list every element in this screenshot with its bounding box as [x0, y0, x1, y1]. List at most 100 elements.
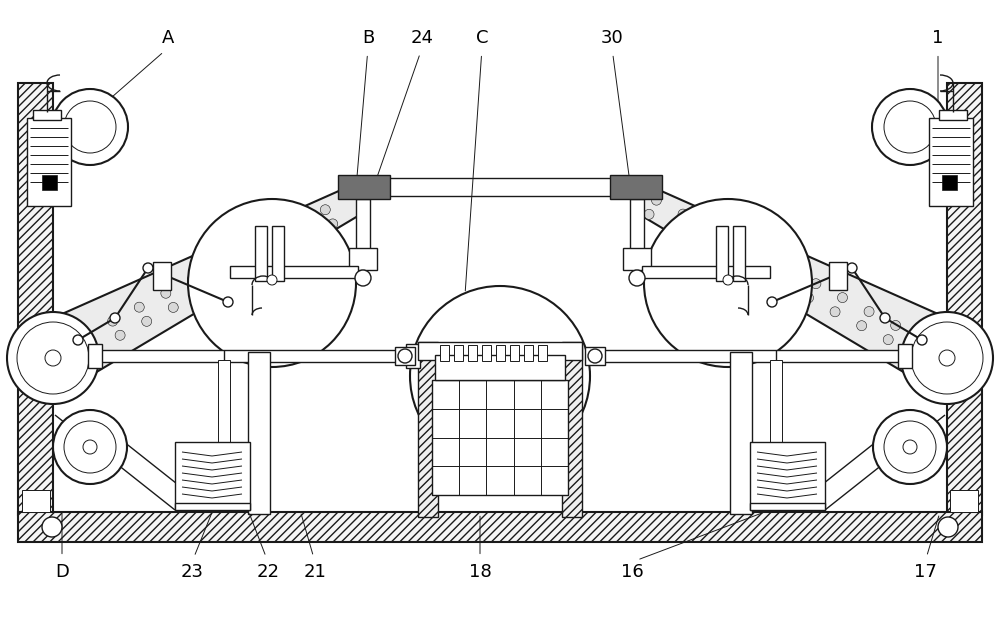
Circle shape [750, 265, 760, 275]
Bar [175, 442, 250, 510]
Circle shape [883, 335, 893, 345]
Circle shape [161, 288, 171, 298]
Circle shape [115, 330, 125, 340]
Circle shape [758, 251, 768, 261]
Circle shape [187, 274, 197, 284]
Bar [482, 345, 491, 361]
Circle shape [53, 410, 127, 484]
Bar [730, 352, 752, 514]
Circle shape [671, 224, 681, 233]
Circle shape [294, 219, 304, 229]
Circle shape [168, 302, 178, 312]
Bar [770, 360, 782, 445]
Circle shape [328, 219, 338, 229]
Circle shape [837, 292, 847, 302]
Bar [733, 226, 745, 281]
Bar [538, 345, 547, 361]
Circle shape [195, 289, 205, 299]
Circle shape [267, 233, 277, 243]
Circle shape [884, 101, 936, 153]
Bar [929, 118, 973, 206]
Circle shape [89, 344, 99, 354]
Text: 21: 21 [304, 563, 326, 581]
Text: 1: 1 [932, 29, 944, 47]
Circle shape [644, 199, 812, 367]
Circle shape [52, 89, 128, 165]
Bar [418, 342, 582, 360]
Bar [440, 345, 449, 361]
Bar [88, 344, 102, 368]
Bar [496, 345, 505, 361]
Circle shape [629, 270, 645, 286]
Circle shape [651, 195, 661, 205]
Text: 18: 18 [469, 563, 491, 581]
Bar [255, 226, 267, 281]
Bar [95, 350, 413, 362]
Circle shape [891, 320, 901, 330]
Circle shape [17, 322, 89, 394]
Text: 23: 23 [180, 563, 204, 581]
Bar [153, 262, 171, 290]
Circle shape [110, 313, 120, 323]
Bar [947, 83, 982, 515]
Circle shape [223, 297, 233, 307]
Bar [230, 266, 358, 278]
Circle shape [938, 517, 958, 537]
Circle shape [873, 410, 947, 484]
Circle shape [64, 101, 116, 153]
Circle shape [811, 279, 821, 289]
Circle shape [697, 237, 707, 247]
Bar [524, 345, 533, 361]
Circle shape [248, 261, 258, 271]
Circle shape [81, 330, 91, 340]
Text: 22: 22 [256, 563, 280, 581]
Bar [587, 350, 905, 362]
Bar [175, 503, 250, 510]
Bar [585, 347, 605, 365]
Circle shape [803, 293, 813, 303]
Circle shape [143, 263, 153, 273]
Circle shape [7, 312, 99, 404]
Circle shape [903, 440, 917, 454]
Circle shape [724, 251, 734, 261]
Text: 17: 17 [914, 563, 936, 581]
Bar [750, 442, 825, 510]
Circle shape [847, 263, 857, 273]
Bar [248, 352, 270, 514]
Circle shape [911, 322, 983, 394]
Circle shape [917, 335, 927, 345]
Bar [406, 344, 420, 368]
Bar [349, 248, 377, 270]
Circle shape [784, 265, 794, 274]
Bar [910, 110, 947, 144]
Bar [42, 175, 57, 190]
Text: 24: 24 [411, 29, 434, 47]
Bar [338, 175, 390, 199]
Circle shape [45, 350, 61, 366]
Bar [510, 345, 519, 361]
Bar [33, 110, 61, 120]
Bar [454, 345, 463, 361]
Circle shape [767, 297, 777, 307]
Text: B: B [362, 29, 374, 47]
Bar [356, 199, 370, 254]
Text: 30: 30 [601, 29, 623, 47]
Bar [27, 118, 71, 206]
Circle shape [880, 313, 890, 323]
Circle shape [73, 335, 83, 345]
Circle shape [64, 421, 116, 473]
Bar [53, 110, 90, 144]
Bar [468, 345, 477, 361]
Circle shape [731, 237, 741, 247]
Bar [950, 490, 978, 512]
Bar [22, 490, 50, 512]
Circle shape [705, 223, 715, 233]
Bar [218, 360, 230, 445]
Bar [368, 178, 632, 196]
Circle shape [830, 307, 840, 317]
Circle shape [864, 307, 874, 317]
Circle shape [108, 316, 118, 326]
Circle shape [355, 270, 371, 286]
Circle shape [723, 275, 733, 285]
Circle shape [872, 89, 948, 165]
